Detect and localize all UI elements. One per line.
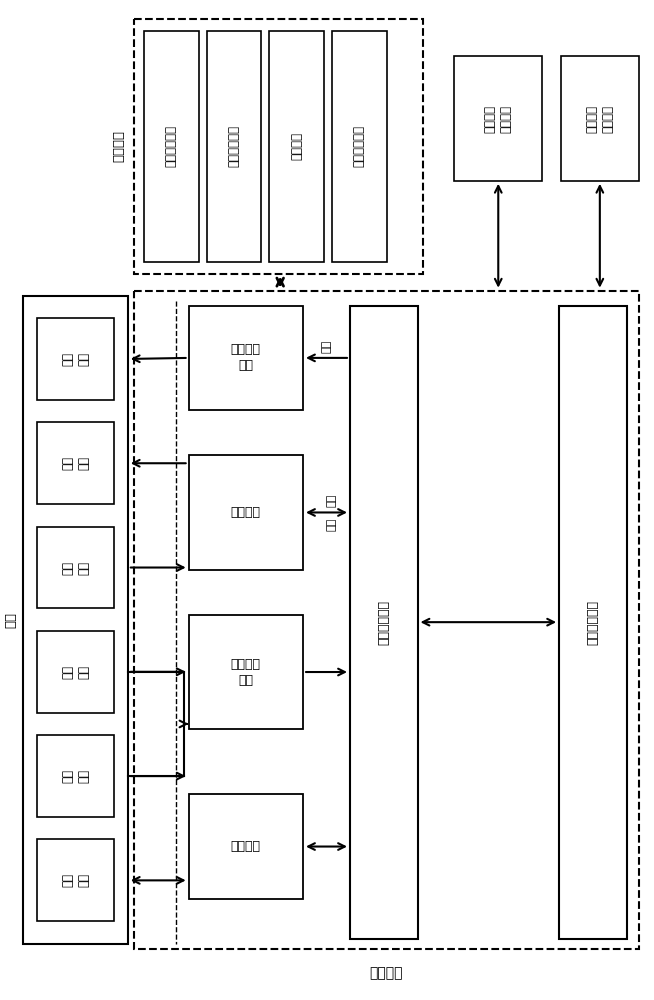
- Bar: [37, 839, 114, 921]
- Bar: [37, 422, 114, 504]
- Bar: [350, 306, 418, 939]
- Bar: [188, 794, 303, 899]
- Text: 操作
命令: 操作 命令: [61, 561, 90, 575]
- Bar: [188, 615, 303, 729]
- Text: 命令: 命令: [326, 518, 336, 531]
- Bar: [188, 455, 303, 570]
- Text: 序列
编辑: 序列 编辑: [61, 769, 90, 783]
- Text: 网络通讯模块: 网络通讯模块: [587, 600, 599, 645]
- Text: 涡流补偿模块: 涡流补偿模块: [228, 125, 241, 167]
- Bar: [37, 631, 114, 713]
- Bar: [144, 31, 199, 262]
- Bar: [207, 31, 262, 262]
- Bar: [269, 31, 324, 262]
- Bar: [559, 306, 627, 939]
- Text: 测试
接口: 测试 接口: [61, 873, 90, 887]
- Bar: [37, 318, 114, 400]
- Text: 序列生成
模块: 序列生成 模块: [231, 658, 261, 687]
- Bar: [24, 296, 128, 944]
- Text: 图形
显示: 图形 显示: [61, 352, 90, 366]
- Bar: [455, 56, 542, 181]
- Text: 状态
显示: 状态 显示: [61, 456, 90, 470]
- Bar: [37, 735, 114, 817]
- Text: 匀场模块: 匀场模块: [290, 132, 303, 160]
- Text: 文件存储
管理模块: 文件存储 管理模块: [484, 105, 513, 133]
- Text: 界面: 界面: [5, 612, 18, 628]
- Text: 核心模块: 核心模块: [370, 967, 403, 981]
- Text: 参数
设置: 参数 设置: [61, 665, 90, 679]
- Text: 数据处理
模块: 数据处理 模块: [231, 343, 261, 372]
- Bar: [134, 19, 422, 274]
- Bar: [332, 31, 387, 262]
- Bar: [561, 56, 639, 181]
- Text: 控制模块: 控制模块: [231, 506, 261, 519]
- Bar: [134, 291, 639, 949]
- Bar: [188, 306, 303, 410]
- Text: 数据封装模块: 数据封装模块: [377, 600, 390, 645]
- Text: 数据: 数据: [322, 339, 332, 353]
- Text: 程序调用
接口模块: 程序调用 接口模块: [585, 105, 614, 133]
- Text: 状态: 状态: [326, 494, 336, 507]
- Bar: [37, 527, 114, 608]
- Text: 其他特殊应用: 其他特殊应用: [353, 125, 366, 167]
- Text: 测试模块: 测试模块: [231, 840, 261, 853]
- Text: 参数定量模块: 参数定量模块: [165, 125, 178, 167]
- Text: 应用模块: 应用模块: [112, 130, 126, 162]
